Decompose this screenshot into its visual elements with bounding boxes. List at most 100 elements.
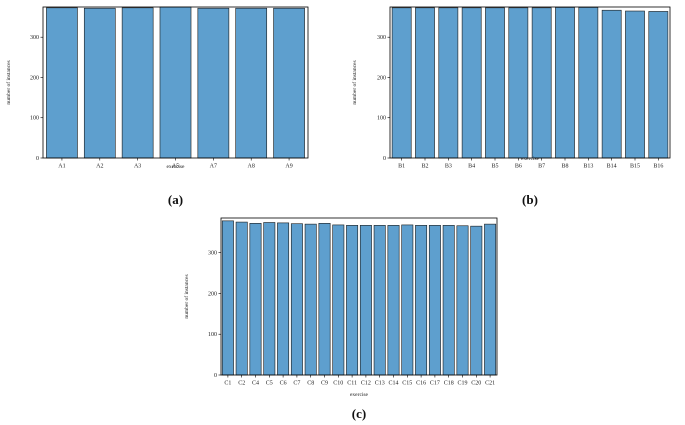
x-tick-label: B7	[538, 164, 545, 170]
bar-A8	[235, 7, 268, 159]
bar-C21	[484, 223, 497, 376]
x-tick-label: C15	[402, 381, 412, 387]
x-tick-label: B5	[491, 164, 498, 170]
y-tick-label: 100	[30, 116, 39, 122]
plot-frame	[42, 6, 309, 159]
panel-caption: (a)	[168, 192, 183, 207]
bar-C19	[456, 225, 469, 376]
bar-A5	[159, 6, 192, 159]
y-tick-label: 200	[377, 75, 386, 81]
bar-B4	[461, 7, 482, 159]
x-tick-label: B2	[421, 164, 428, 170]
bar-C14	[387, 225, 400, 376]
bar-B13	[578, 7, 599, 159]
x-tick-label: C14	[388, 381, 398, 387]
panel-caption: (c)	[352, 406, 366, 421]
y-tick-label: 200	[208, 291, 217, 297]
x-axis-label: exercise	[166, 164, 185, 170]
x-tick-label: C16	[416, 381, 426, 387]
bar-C4	[249, 223, 262, 376]
panel-caption: (b)	[522, 192, 538, 207]
y-tick-label: 300	[30, 35, 39, 41]
bar-B1	[391, 7, 412, 159]
bar-A7	[197, 7, 230, 159]
x-tick-label: A3	[134, 164, 141, 170]
y-tick-label: 100	[208, 332, 217, 338]
bar-B14	[601, 9, 622, 159]
x-tick-label: B6	[515, 164, 522, 170]
x-tick-label: C18	[444, 381, 454, 387]
axes: A1 A2 A3 A5 A7 A8 A9 0 100 200 300	[30, 6, 309, 170]
x-tick-label: C4	[252, 381, 259, 387]
x-tick-label: A9	[285, 164, 292, 170]
x-axis-label: exercise	[521, 156, 540, 162]
bars	[221, 220, 497, 376]
x-tick-label: B3	[445, 164, 452, 170]
bar-C12	[359, 225, 372, 376]
x-tick-label: B16	[653, 164, 663, 170]
chart-panel-c: C1 C2 C4 C5 C6 C7 C8 C9 C10 C11 C12 C13 C14 C15 C16 C17…	[183, 217, 498, 421]
x-tick-label: A8	[248, 164, 255, 170]
bars	[391, 7, 669, 159]
axes: B1 B2 B3 B4 B5 B6 B7 B8 B13 B14 B15 B16 0 100 200 300	[377, 6, 671, 170]
bar-C13	[373, 225, 386, 376]
bar-C1	[221, 220, 234, 376]
x-tick-label: C17	[430, 381, 440, 387]
bar-C20	[470, 225, 483, 376]
x-tick-label: C7	[293, 381, 300, 387]
bar-C7	[290, 223, 303, 376]
x-tick-label: A7	[210, 164, 217, 170]
bar-B3	[438, 7, 459, 159]
y-tick-label: 0	[383, 156, 386, 162]
y-tick-label: 300	[208, 251, 217, 257]
bar-A2	[83, 7, 116, 159]
bar-B15	[625, 10, 645, 159]
x-tick-label: B4	[468, 164, 475, 170]
bar-B2	[415, 7, 435, 159]
y-tick-label: 0	[214, 373, 217, 379]
bars	[46, 6, 305, 159]
x-tick-label: A1	[58, 164, 65, 170]
bar-C9	[318, 223, 331, 376]
x-tick-label: C9	[321, 381, 328, 387]
x-tick-label: C5	[266, 381, 273, 387]
bar-C8	[304, 223, 317, 376]
bar-B7	[531, 7, 552, 159]
bar-C10	[332, 224, 345, 376]
bar-B16	[648, 11, 669, 159]
bar-C6	[277, 222, 290, 376]
bar-B5	[485, 7, 505, 159]
x-tick-label: C11	[347, 381, 357, 387]
bar-C17	[428, 225, 441, 376]
bar-C5	[263, 222, 276, 376]
axes: C1 C2 C4 C5 C6 C7 C8 C9 C10 C11 C12 C13 C14 C15 C16 C17…	[208, 217, 498, 387]
x-tick-label: A2	[96, 164, 103, 170]
bar-C2	[235, 221, 248, 376]
x-tick-label: C20	[471, 381, 481, 387]
bar-A9	[273, 7, 305, 159]
bar-C11	[346, 225, 359, 376]
bar-B6	[508, 7, 529, 159]
bar-A3	[121, 7, 154, 159]
chart-panel-b: B1 B2 B3 B4 B5 B6 B7 B8 B13 B14 B15 B16 0 100 200 300 e…	[351, 6, 671, 207]
x-tick-label: C13	[375, 381, 385, 387]
y-tick-label: 200	[30, 75, 39, 81]
y-tick-label: 100	[377, 116, 386, 122]
bar-B8	[555, 7, 575, 159]
x-tick-label: C6	[280, 381, 287, 387]
bar-A1	[46, 7, 78, 159]
bar-C15	[401, 224, 414, 376]
x-tick-label: A5	[172, 164, 179, 170]
x-tick-label: B13	[583, 164, 593, 170]
y-tick-label: 300	[377, 35, 386, 41]
x-tick-label: B14	[607, 164, 617, 170]
plot-frame	[389, 6, 671, 159]
x-tick-label: C8	[307, 381, 314, 387]
y-axis-label: number of instances	[351, 60, 358, 104]
x-tick-label: C12	[361, 381, 371, 387]
y-axis-label: number of instances	[183, 274, 190, 318]
x-tick-label: C19	[457, 381, 467, 387]
chart-panel-a: A1 A2 A3 A5 A7 A8 A9 0 100 200 300 exercise number…	[5, 6, 309, 207]
x-tick-label: C21	[485, 381, 495, 387]
